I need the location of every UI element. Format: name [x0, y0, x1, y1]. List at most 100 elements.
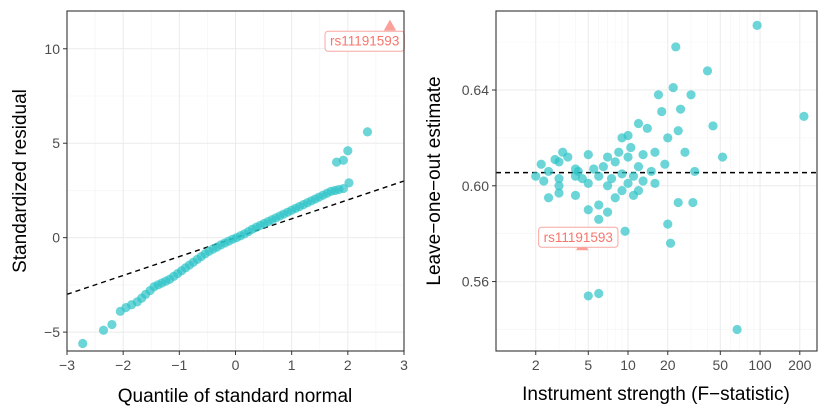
loo-y-tick-label: 0.56 [462, 274, 489, 290]
qq-x-tick-label: 0 [232, 357, 240, 373]
qq-y-tick-label: 5 [52, 135, 60, 151]
loo-point [732, 324, 742, 335]
qq-plot-panel: rs11191593 −3 −2 −1 0 1 2 3 −5 0 5 10 Quantile of … [10, 10, 408, 407]
loo-point [675, 104, 686, 114]
loo-point [628, 171, 639, 181]
loo-point [690, 166, 700, 177]
qq-outlier-annotation: rs11191593 [324, 30, 405, 52]
loo-x-tick-label: 100 [748, 357, 772, 373]
qq-x-tick-label: 3 [400, 357, 408, 373]
loo-point [617, 169, 627, 179]
loo-point [531, 171, 541, 181]
loo-point [617, 185, 627, 196]
qq-annotation-label: rs11191593 [330, 34, 399, 49]
loo-outlier-annotation: rs11191593 [538, 226, 619, 248]
loo-y-axis-title: Leave−one−out estimate [424, 76, 445, 285]
loo-point [543, 193, 554, 203]
loo-x-tick-label: 10 [620, 357, 636, 373]
loo-point [598, 162, 608, 172]
loo-point [686, 90, 696, 100]
loo-point [638, 176, 648, 186]
loo-x-tick-label: 200 [788, 357, 812, 373]
loo-point [594, 171, 604, 181]
loo-point [539, 176, 549, 186]
loo-point [620, 226, 630, 236]
loo-point [536, 159, 546, 169]
loo-point [633, 162, 644, 172]
loo-point [646, 166, 656, 177]
qq-point [362, 127, 373, 137]
loo-x-tick-label: 50 [713, 357, 729, 373]
qq-y-tick-label: 10 [44, 41, 60, 57]
loo-point [594, 200, 604, 210]
loo-point [583, 150, 593, 160]
loo-y-tick-label: 0.64 [462, 82, 489, 98]
loo-point [610, 193, 620, 203]
loo-annotation-box [538, 226, 619, 248]
loo-point [573, 166, 583, 177]
loo-point [583, 205, 593, 215]
loo-point [673, 126, 683, 136]
loo-point [680, 147, 690, 157]
loo-point [668, 83, 678, 93]
qq-outlier-point [383, 19, 397, 31]
loo-point [702, 66, 713, 76]
loo-point [617, 133, 627, 143]
loo-point [594, 214, 604, 224]
loo-point [623, 178, 633, 188]
qq-point [78, 338, 88, 349]
loo-y-tick-label: 0.60 [462, 178, 489, 194]
qq-x-tick-label: 1 [288, 357, 296, 373]
loo-point [642, 123, 652, 133]
qq-x-tick-label: −1 [171, 357, 187, 373]
loo-point [663, 133, 673, 143]
loo-plot-points [531, 20, 809, 335]
loo-point [633, 185, 644, 196]
loo-point [633, 118, 644, 129]
qq-point [338, 183, 348, 194]
loo-plot-axis-ticks: 2 5 10 20 50 100 200 0.56 0.60 0.64 [462, 82, 812, 373]
loo-point [671, 42, 681, 52]
loo-point [653, 90, 664, 100]
loo-point [554, 188, 564, 198]
qq-point [98, 325, 109, 335]
loo-point [650, 178, 660, 188]
loo-point [752, 20, 762, 30]
loo-point [665, 238, 676, 248]
loo-point [799, 111, 809, 121]
loo-point [602, 152, 613, 162]
loo-point [614, 147, 624, 157]
qq-point [344, 178, 354, 188]
qq-x-tick-label: −2 [115, 357, 131, 373]
loo-plot-panel: rs11191593 2 5 10 20 50 100 200 0.56 0.60 0.64 In… [424, 10, 818, 405]
loo-x-axis-title: Instrument strength (F−statistic) [522, 384, 790, 405]
loo-point [663, 219, 673, 229]
loo-point [550, 154, 560, 165]
loo-point [577, 174, 587, 184]
qq-y-tick-label: −5 [44, 324, 60, 340]
loo-point [673, 197, 683, 208]
qq-point [338, 155, 348, 165]
loo-point [638, 150, 648, 160]
loo-point [623, 152, 633, 162]
loo-point [554, 181, 564, 191]
loo-point [650, 147, 660, 157]
loo-plot-border [495, 10, 818, 352]
loo-point [594, 288, 604, 299]
loo-point [558, 147, 568, 157]
qq-y-axis-title: Standardized residual [10, 89, 31, 273]
loo-point [660, 159, 670, 169]
loo-point [657, 106, 667, 117]
qq-x-tick-label: −3 [59, 357, 75, 373]
qq-x-axis-title: Quantile of standard normal [118, 386, 352, 407]
loo-point [602, 207, 613, 217]
loo-point [554, 174, 564, 184]
loo-x-tick-label: 2 [532, 357, 540, 373]
qq-x-tick-label: 2 [344, 357, 352, 373]
loo-point [570, 190, 581, 200]
qq-point [343, 146, 353, 156]
loo-point [717, 152, 728, 162]
loo-point [610, 157, 620, 167]
loo-point [626, 142, 636, 153]
